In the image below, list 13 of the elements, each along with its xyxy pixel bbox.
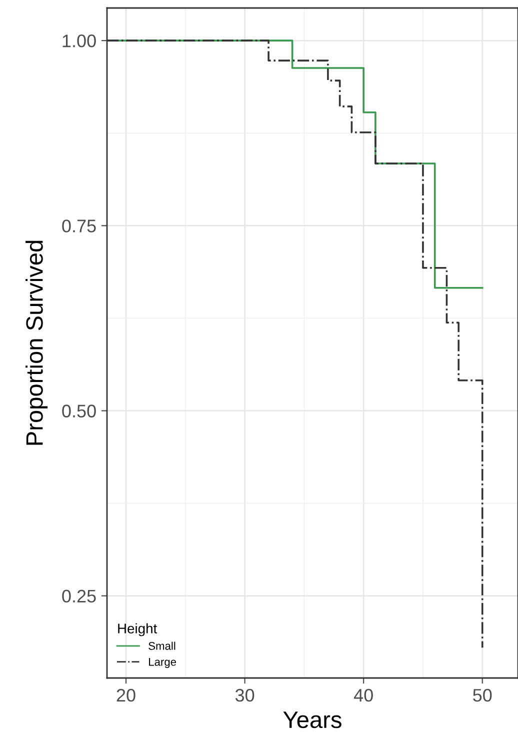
y-tick-label: 1.00 (62, 34, 96, 48)
x-axis-title: Years (283, 712, 342, 728)
legend-title: Height (118, 623, 158, 636)
y-tick-label: 0.50 (62, 404, 96, 418)
y-tick-label: 0.75 (62, 220, 96, 232)
x-tick-label: 50 (473, 688, 492, 702)
legend-label: Small (148, 642, 176, 650)
y-tick-label: 0.25 (62, 590, 96, 603)
y-axis-title: Proportion Survived (26, 240, 48, 445)
x-tick-label: 20 (116, 688, 136, 702)
x-tick-label: 40 (354, 688, 373, 702)
x-tick-label: 30 (235, 688, 254, 702)
legend-label: Large (149, 658, 176, 668)
